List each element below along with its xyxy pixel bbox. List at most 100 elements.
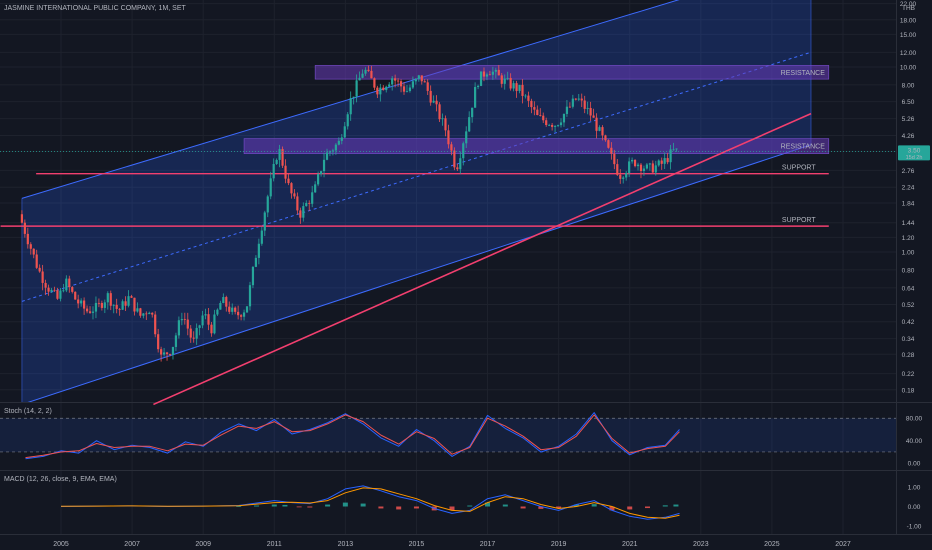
time-axis[interactable]: 2005 2007 2009 2011 2013 2015 2017 2019 2021 2023… <box>53 541 851 548</box>
candle <box>50 287 53 293</box>
time-tick-label: 2023 <box>693 541 709 548</box>
candle-body <box>127 296 130 306</box>
support-line-2[interactable]: SUPPORT <box>0 217 829 227</box>
candle-body <box>245 306 249 313</box>
price-tick-label: 0.42 <box>902 319 915 326</box>
candle <box>562 113 566 127</box>
support-lines[interactable]: SUPPORT SUPPORT <box>0 165 829 227</box>
candle-body <box>503 78 506 84</box>
candle <box>396 78 400 87</box>
price-tick-label: 1.20 <box>902 235 915 242</box>
candle-body <box>559 122 563 126</box>
candle <box>26 227 29 249</box>
candle-body <box>391 78 394 85</box>
candle <box>474 82 477 108</box>
candle <box>447 124 450 149</box>
candle-body <box>334 144 337 151</box>
stoch-pane[interactable]: 0.00 40.00 80.00 <box>0 412 923 468</box>
candle <box>506 71 509 81</box>
candle-body <box>453 150 456 168</box>
candle-body <box>177 320 180 336</box>
candle <box>340 133 343 145</box>
candle-body <box>551 124 554 127</box>
candle-body <box>47 287 50 292</box>
candle <box>462 141 465 166</box>
macd-title: MACD (12, 26, close, 9, EMA, EMA) <box>4 476 117 483</box>
candle-body <box>346 114 349 127</box>
candle-body <box>604 135 607 141</box>
candle-body <box>23 222 26 234</box>
candle <box>441 113 444 126</box>
candle-body <box>411 81 414 88</box>
candle-body <box>598 127 601 131</box>
candle <box>177 316 180 339</box>
candle <box>559 118 563 128</box>
candle <box>53 286 56 292</box>
candle <box>379 83 382 102</box>
candle-body <box>38 267 41 272</box>
candle-body <box>385 86 388 91</box>
chart-title: JASMINE INTERNATIONAL PUBLIC COMPANY, 1M… <box>4 5 186 12</box>
candle-body <box>62 290 65 292</box>
resistance-zone-2[interactable]: RESISTANCE <box>243 138 830 154</box>
candle <box>657 159 660 167</box>
candle <box>429 85 432 106</box>
candle-body <box>438 104 441 120</box>
candle <box>417 74 420 82</box>
candle-body <box>607 140 610 148</box>
macd-histogram-bar <box>360 503 366 507</box>
resistance-zones[interactable]: RESISTANCE RESISTANCE <box>243 65 830 154</box>
candle <box>471 107 474 123</box>
trendline[interactable] <box>153 112 812 406</box>
candle-body <box>426 82 429 91</box>
time-tick-label: 2025 <box>764 541 780 548</box>
candle <box>589 101 592 121</box>
candle <box>325 148 329 161</box>
candle-body <box>94 302 98 312</box>
macd-histogram-bar <box>485 502 491 507</box>
candle-body <box>234 307 237 312</box>
candle <box>207 308 210 331</box>
candle <box>269 171 272 200</box>
candle <box>189 325 192 343</box>
candle <box>275 158 278 165</box>
candle-body <box>518 84 521 91</box>
candle <box>456 163 459 171</box>
candle-body <box>370 70 373 79</box>
candle <box>231 303 234 315</box>
candle <box>542 112 545 124</box>
candle <box>257 238 260 265</box>
macd-histogram-bar <box>573 504 579 507</box>
candle <box>399 79 403 93</box>
candle-body <box>71 287 74 292</box>
macd-pane[interactable]: 1.00 0.00 -1.00 <box>60 484 922 531</box>
candle <box>642 165 646 176</box>
candles[interactable] <box>20 64 678 362</box>
time-tick-label: 2015 <box>409 541 425 548</box>
price-pane[interactable]: RESISTANCE RESISTANCE SUPPORT SUPPORT <box>0 0 896 406</box>
candle <box>334 143 337 155</box>
time-tick-label: 2011 <box>267 541 282 548</box>
candle <box>139 307 142 318</box>
candle <box>157 328 160 353</box>
candle-body <box>133 297 136 312</box>
resistance-zone-1[interactable]: RESISTANCE <box>314 65 830 80</box>
candle-body <box>456 167 459 170</box>
support-line-1[interactable]: SUPPORT <box>36 165 829 175</box>
candle <box>35 249 38 269</box>
macd-histogram-bar <box>282 504 288 507</box>
price-tick-label: 1.00 <box>902 250 915 257</box>
candle <box>118 308 121 316</box>
candle-body <box>151 312 154 315</box>
candle-body <box>88 311 92 313</box>
candle-body <box>130 296 133 298</box>
candle-body <box>157 334 160 350</box>
candle-body <box>497 69 500 76</box>
time-tick-label: 2027 <box>835 541 851 548</box>
candle-body <box>556 125 560 126</box>
candle <box>580 93 583 108</box>
candle-body <box>44 282 47 288</box>
price-axis[interactable]: 0.18 0.22 0.28 0.34 0.42 0.52 0.64 0.80 1.00 1.20… <box>898 1 930 394</box>
candle <box>521 79 524 104</box>
